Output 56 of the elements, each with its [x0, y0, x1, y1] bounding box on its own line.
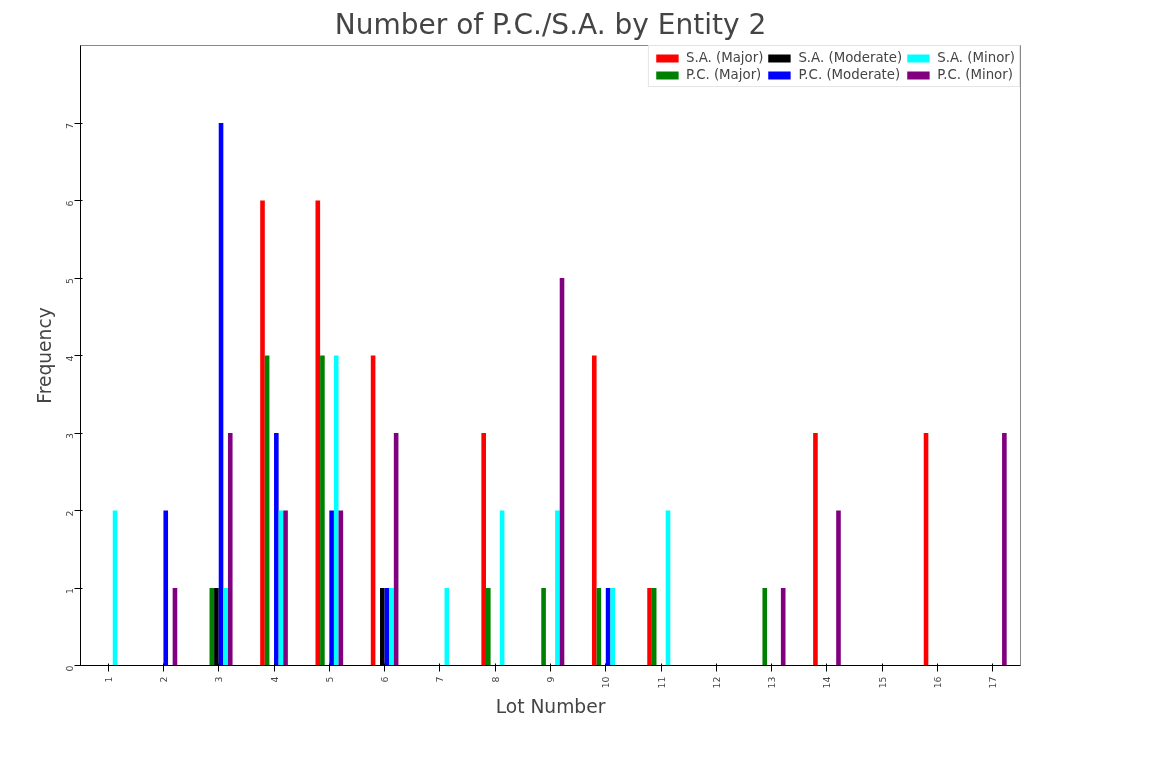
bar — [762, 588, 768, 666]
bar — [813, 433, 818, 666]
bar — [260, 200, 265, 666]
bar — [541, 588, 546, 666]
x-tick-label: 11 — [655, 676, 667, 689]
bar — [163, 510, 169, 666]
bar — [555, 510, 560, 666]
x-tick-label: 9 — [545, 676, 556, 683]
x-tick-label: 5 — [323, 676, 335, 683]
x-tick-label: 16 — [932, 676, 944, 689]
x-tick-label: 10 — [600, 676, 612, 689]
bar — [320, 355, 325, 666]
chart-title: Number of P.C./S.A. by Entity 2 — [334, 7, 767, 41]
x-tick-label: 2 — [157, 676, 169, 683]
bar — [223, 588, 228, 666]
bar — [481, 433, 486, 666]
x-tick-label: 12 — [710, 676, 722, 689]
y-tick-label: 5 — [64, 277, 75, 284]
legend-label: P.C. (Moderate) — [798, 67, 901, 82]
bar — [1002, 433, 1007, 666]
bar — [389, 588, 394, 666]
bar — [780, 588, 786, 666]
y-axis-title: Frequency — [33, 307, 55, 404]
legend-label: P.C. (Minor) — [937, 67, 1013, 82]
bar — [274, 433, 279, 666]
x-tick-label: 13 — [766, 676, 778, 689]
x-tick-label: 3 — [213, 676, 225, 683]
y-tick-label: 6 — [64, 200, 75, 207]
legend-label: S.A. (Moderate) — [798, 50, 903, 65]
x-tick-label: 4 — [268, 676, 280, 683]
x-tick-label: 17 — [987, 676, 999, 689]
x-tick-label: 15 — [876, 676, 888, 689]
y-tick-label: 2 — [64, 510, 75, 517]
x-axis-title: Lot Number — [495, 696, 606, 718]
x-tick-label: 7 — [434, 676, 446, 683]
bar — [591, 355, 597, 666]
legend-label: S.A. (Minor) — [937, 50, 1015, 65]
y-tick-label: 7 — [64, 122, 75, 129]
bar — [610, 588, 616, 666]
x-tick-label: 14 — [821, 676, 833, 689]
x-tick-label: 6 — [379, 676, 391, 683]
bar — [485, 588, 491, 666]
bar — [647, 588, 652, 666]
x-tick-label: 1 — [102, 676, 114, 683]
y-tick-label: 0 — [64, 665, 75, 672]
bar — [227, 433, 233, 666]
x-tick-label: 8 — [489, 676, 501, 683]
bar — [333, 355, 339, 666]
y-tick-label: 1 — [64, 587, 75, 594]
legend-label: P.C. (Major) — [685, 67, 762, 82]
y-tick-label: 3 — [64, 432, 75, 439]
bar — [283, 510, 288, 666]
bar — [836, 510, 841, 666]
y-tick-label: 4 — [64, 355, 75, 362]
bar — [329, 510, 334, 666]
legend-label: S.A. (Major) — [685, 50, 764, 65]
